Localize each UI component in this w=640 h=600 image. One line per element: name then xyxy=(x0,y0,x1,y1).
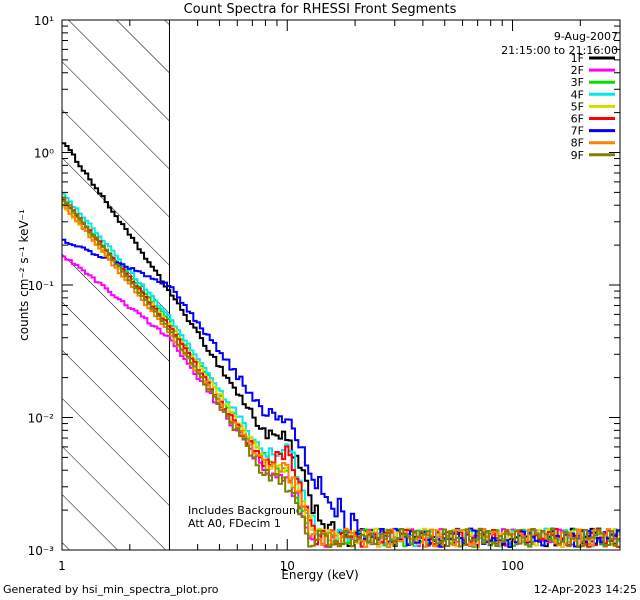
x-axis-label: Energy (keV) xyxy=(281,568,359,582)
footer-generator: Generated by hsi_min_spectra_plot.pro xyxy=(3,583,219,596)
spectrum-line-9F xyxy=(62,196,620,549)
legend-label-1F: 1F xyxy=(571,52,584,65)
hatched-excluded-region xyxy=(62,20,170,550)
legend-label-7F: 7F xyxy=(571,125,584,138)
legend-label-4F: 4F xyxy=(571,88,584,101)
y-tick-label: 10⁻¹ xyxy=(28,279,55,293)
annotation-attenuator-state: Att A0, FDecim 1 xyxy=(188,517,281,530)
y-tick-label: 10⁻³ xyxy=(28,544,55,558)
y-tick-label: 10⁰ xyxy=(34,147,54,161)
legend-label-5F: 5F xyxy=(571,100,584,113)
spectrum-line-4F xyxy=(62,193,620,549)
x-tick-label: 10 xyxy=(280,559,295,573)
footer-timestamp: 12-Apr-2023 14:25 xyxy=(533,583,637,596)
series-group xyxy=(62,142,620,549)
observation-time-range: 21:15:00 to 21:16:00 xyxy=(501,44,618,57)
spectrum-line-8F xyxy=(62,203,620,549)
legend-label-3F: 3F xyxy=(571,76,584,89)
legend-label-6F: 6F xyxy=(571,113,584,126)
page-title: Count Spectra for RHESSI Front Segments xyxy=(183,2,457,17)
x-tick-label: 1 xyxy=(58,559,66,573)
legend-label-9F: 9F xyxy=(571,149,584,162)
y-tick-label: 10¹ xyxy=(34,14,54,28)
observation-date: 9-Aug-2007 xyxy=(553,30,618,43)
annotation-includes-background: Includes Background xyxy=(188,504,303,517)
legend-label-2F: 2F xyxy=(571,64,584,77)
y-tick-label: 10⁻² xyxy=(28,412,55,426)
x-tick-label: 100 xyxy=(501,559,524,573)
legend-label-8F: 8F xyxy=(571,137,584,150)
